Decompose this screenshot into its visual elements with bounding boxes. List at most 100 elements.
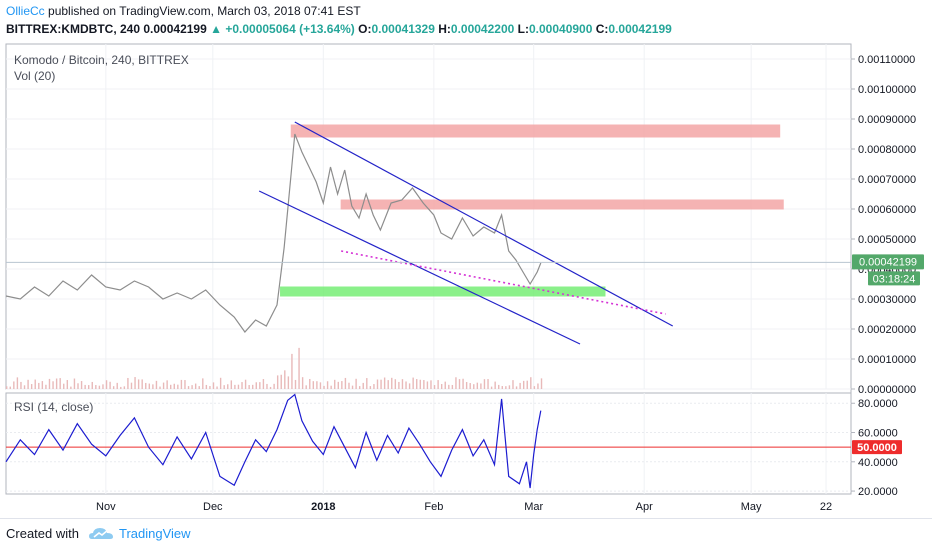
volume-bar (13, 381, 14, 389)
volume-bar (109, 382, 110, 389)
volume-bar (480, 383, 481, 389)
volume-bar (509, 385, 510, 389)
volume-bar (10, 387, 11, 389)
price-tick-label: 0.00070000 (858, 174, 916, 186)
volume-bar (291, 354, 292, 389)
volume-bar (366, 378, 367, 389)
volume-bar (330, 386, 331, 389)
volume-bar (38, 383, 39, 389)
main-pane-title: Komodo / Bitcoin, 240, BITTREX (14, 53, 189, 67)
volume-bar (120, 387, 121, 389)
volume-bar (348, 383, 349, 389)
volume-bar (31, 384, 32, 389)
time-tick-label: May (741, 501, 762, 513)
chart-svg[interactable]: 0.00110000 0.00100000 0.00090000 0.00080000… (0, 0, 932, 518)
time-axis-ticks: Nov Dec 2018 Feb Mar Apr May 22 (96, 501, 832, 513)
volume-bar (24, 385, 25, 389)
volume-bar (81, 381, 82, 389)
volume-bar (537, 383, 538, 389)
volume-bar (502, 386, 503, 389)
resistance-zone (341, 200, 783, 209)
volume-bar (316, 381, 317, 389)
countdown-badge-text: 03:18:24 (873, 273, 916, 285)
volume-bar (234, 385, 235, 389)
support-zone (281, 287, 605, 296)
tradingview-cloud-icon[interactable] (88, 525, 114, 543)
volume-bar (92, 382, 93, 389)
volume-bar (387, 380, 388, 389)
volume-bar (27, 380, 28, 389)
volume-bar (398, 382, 399, 389)
volume-bar (534, 386, 535, 389)
volume-bar (138, 379, 139, 389)
volume-bar (206, 385, 207, 389)
volume-bar (102, 384, 103, 389)
volume-bar (45, 385, 46, 389)
resistance-zone (291, 125, 779, 137)
volume-bar (295, 380, 296, 389)
price-tick-label: 0.00100000 (858, 84, 916, 96)
volume-bar (427, 381, 428, 389)
rsi-tick-label: 80.0000 (858, 398, 898, 410)
volume-bar (412, 378, 413, 389)
volume-bar (352, 386, 353, 389)
volume-bar (523, 381, 524, 389)
volume-bar (263, 379, 264, 389)
volume-bar (56, 379, 57, 389)
price-tick-label: 0.00010000 (858, 354, 916, 366)
volume-bar (273, 384, 274, 389)
volume-bar (437, 380, 438, 389)
volume-bar (127, 378, 128, 389)
volume-bar (359, 386, 360, 389)
volume-bar (124, 386, 125, 389)
volume-bar (49, 379, 50, 389)
volume-bar (113, 386, 114, 389)
volume-bar (380, 380, 381, 389)
volume-bar (99, 386, 100, 389)
rsi-tick-label: 60.0000 (858, 428, 898, 440)
volume-bar (220, 378, 221, 389)
volume-bar (363, 383, 364, 389)
volume-bar (42, 381, 43, 389)
volume-bar (416, 379, 417, 389)
tradingview-brand-link[interactable]: TradingView (119, 526, 191, 541)
rsi-pane[interactable] (6, 393, 851, 494)
price-tick-label: 0.00060000 (858, 204, 916, 216)
volume-bar (323, 386, 324, 389)
volume-bar (245, 380, 246, 389)
footer: Created with TradingView (0, 518, 932, 551)
price-tick-label: 0.00030000 (858, 294, 916, 306)
rsi-level-badge-text: 50.0000 (857, 442, 897, 454)
volume-bar (84, 385, 85, 389)
volume-bar (195, 384, 196, 389)
volume-bar (134, 377, 135, 389)
volume-bar (199, 386, 200, 389)
volume-bar (512, 380, 513, 389)
volume-bar (52, 381, 53, 389)
volume-bar (213, 382, 214, 389)
volume-bar (20, 382, 21, 389)
volume-bar (281, 375, 282, 389)
volume-bar (59, 378, 60, 389)
volume-bar (334, 380, 335, 389)
volume-bar (270, 387, 271, 389)
volume-bar (188, 386, 189, 389)
volume-bar (256, 382, 257, 389)
volume-bar (441, 384, 442, 389)
volume-bar (166, 380, 167, 389)
volume-bar (423, 380, 424, 389)
volume-bar (6, 386, 7, 389)
volume-bar (88, 385, 89, 389)
price-tick-label: 0.00020000 (858, 324, 916, 336)
volume-bar (305, 385, 306, 389)
volume-bar (216, 386, 217, 389)
volume-bar (377, 380, 378, 389)
volume-bar (152, 384, 153, 389)
main-pane[interactable] (6, 44, 851, 389)
volume-bar (395, 379, 396, 389)
volume-bar (491, 387, 492, 389)
volume-bar (516, 386, 517, 389)
time-tick-label: Apr (636, 501, 653, 513)
volume-bar (355, 379, 356, 389)
volume-bar (498, 385, 499, 389)
